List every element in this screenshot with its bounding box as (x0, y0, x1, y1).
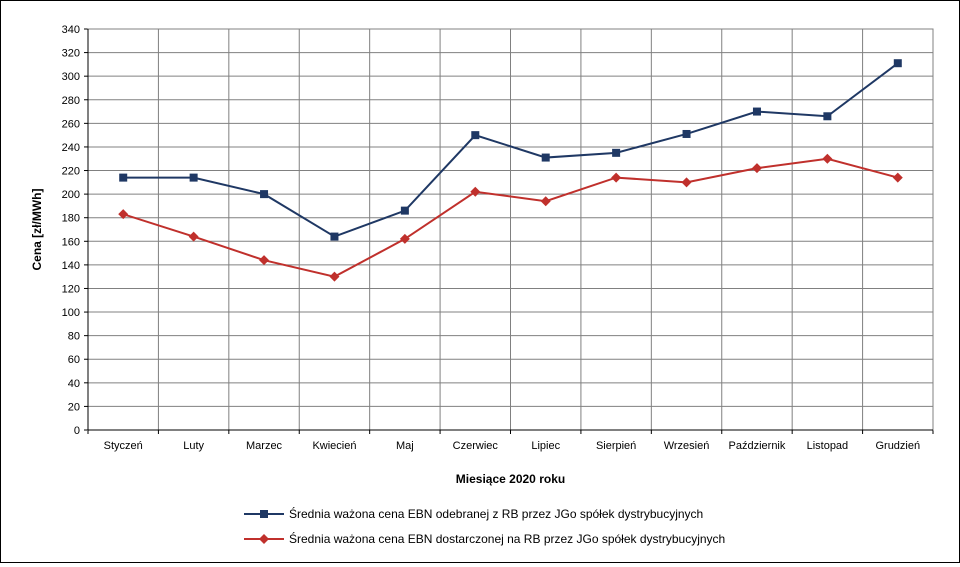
x-axis-title: Miesiące 2020 roku (456, 472, 565, 486)
x-tick-label: Październik (729, 440, 786, 452)
y-tick-label: 20 (68, 401, 80, 413)
y-tick-label: 220 (62, 166, 80, 178)
y-tick-label: 80 (68, 331, 80, 343)
data-point-2 (118, 209, 129, 220)
x-tick-label: Marzec (246, 440, 283, 452)
x-tick-label: Kwiecień (312, 440, 356, 452)
y-tick-label: 100 (62, 307, 80, 319)
data-point-2 (399, 233, 410, 244)
y-tick-label: 0 (74, 425, 80, 437)
data-point-1 (823, 112, 832, 121)
x-tick-label: Luty (183, 440, 204, 452)
data-point-2 (611, 172, 622, 183)
data-point-2 (681, 177, 692, 188)
data-point-1 (893, 59, 902, 68)
data-point-1 (471, 131, 480, 140)
legend-marker-2 (259, 534, 269, 544)
y-tick-label: 240 (62, 142, 80, 154)
data-point-1 (330, 232, 339, 241)
y-tick-label: 320 (62, 48, 80, 60)
data-point-2 (540, 196, 551, 207)
x-tick-label: Lipiec (531, 440, 560, 452)
y-tick-label: 300 (62, 71, 80, 83)
x-tick-label: Grudzień (875, 440, 920, 452)
y-tick-label: 280 (62, 95, 80, 107)
y-tick-label: 260 (62, 118, 80, 130)
y-tick-label: 60 (68, 354, 80, 366)
data-point-2 (188, 231, 199, 242)
legend-marker-1 (260, 510, 268, 518)
x-tick-label: Maj (396, 440, 414, 452)
data-point-1 (612, 148, 621, 157)
legend-label-2: Średnia ważona cena EBN dostarczonej na … (289, 531, 725, 546)
series-line-2 (122, 157, 899, 278)
legend-label-1: Średnia ważona cena EBN odebranej z RB p… (289, 506, 703, 521)
data-point-2 (892, 172, 903, 183)
data-point-2 (329, 271, 340, 282)
data-point-1 (189, 173, 198, 182)
data-point-2 (259, 255, 270, 266)
data-point-2 (751, 163, 762, 174)
y-tick-label: 180 (62, 213, 80, 225)
data-point-2 (822, 153, 833, 164)
data-point-1 (260, 190, 269, 199)
data-point-1 (752, 107, 761, 116)
y-tick-label: 40 (68, 378, 80, 390)
x-tick-label: Czerwiec (453, 440, 499, 452)
series-line-1 (123, 62, 899, 238)
y-axis-title: Cena [zł/MWh] (30, 189, 44, 271)
data-point-1 (541, 153, 550, 162)
y-tick-label: 160 (62, 236, 80, 248)
x-tick-label: Styczeń (104, 440, 143, 452)
x-tick-label: Listopad (807, 440, 849, 452)
x-tick-label: Wrzesień (664, 440, 710, 452)
x-tick-label: Sierpień (596, 440, 636, 452)
data-point-1 (400, 206, 409, 215)
data-point-2 (470, 186, 481, 197)
y-tick-label: 200 (62, 189, 80, 201)
y-tick-label: 140 (62, 260, 80, 272)
data-point-1 (119, 173, 128, 182)
y-tick-label: 340 (62, 24, 80, 36)
data-point-1 (682, 129, 691, 138)
y-tick-label: 120 (62, 283, 80, 295)
